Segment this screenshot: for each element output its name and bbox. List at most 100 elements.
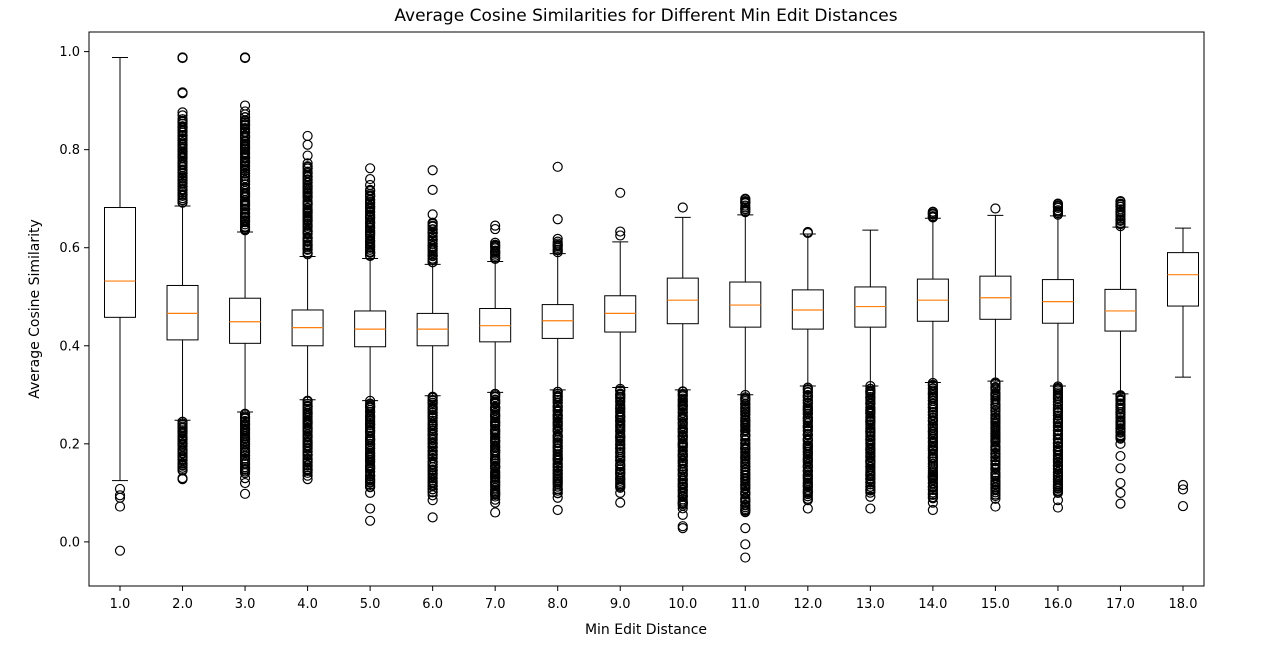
- y-tick-label: 1.0: [59, 45, 80, 60]
- outlier-point: [1052, 495, 1064, 506]
- outlier-point: [1177, 500, 1189, 512]
- outlier-cluster-low: [177, 457, 188, 469]
- outlier-point: [239, 488, 251, 499]
- outlier-point: [239, 477, 251, 489]
- outlier-point: [552, 504, 563, 516]
- x-tick-label: 6.0: [422, 597, 443, 612]
- box-2-0: [166, 52, 199, 485]
- outlier-point: [677, 521, 688, 532]
- outlier-point: [615, 226, 626, 237]
- box-18-0: [1167, 227, 1199, 512]
- outlier-point: [114, 490, 126, 501]
- x-tick-label: 15.0: [981, 597, 1010, 612]
- outlier-point: [990, 501, 1001, 512]
- x-tick-label: 7.0: [485, 597, 506, 612]
- outlier-point: [302, 150, 313, 161]
- outlier-point: [1115, 438, 1126, 449]
- outlier-point: [239, 100, 251, 111]
- outlier-point: [990, 493, 1001, 504]
- chart-title: Average Cosine Similarities for Differen…: [394, 6, 897, 26]
- x-tick-label: 10.0: [668, 597, 697, 612]
- outlier-point: [740, 552, 751, 563]
- x-tick-label: 18.0: [1169, 597, 1198, 612]
- x-tick-label: 3.0: [235, 597, 256, 612]
- outlier-point: [114, 501, 126, 512]
- outlier-point: [239, 106, 251, 117]
- outlier-point: [490, 497, 501, 508]
- outlier-point: [1115, 498, 1126, 509]
- outlier-point: [239, 52, 251, 64]
- y-tick-label: 0.0: [59, 535, 80, 550]
- outlier-point: [1052, 502, 1064, 513]
- box-7-0: [479, 220, 512, 518]
- outlier-point: [365, 163, 376, 174]
- outlier-cluster-low: [927, 448, 938, 459]
- box-3-0: [229, 52, 262, 499]
- outlier-point: [365, 173, 376, 185]
- iqr-box: [104, 207, 136, 318]
- outlier-cluster-high: [239, 112, 251, 123]
- outlier-cluster-low: [302, 453, 313, 464]
- box-8-0: [541, 161, 574, 516]
- outlier-cluster-low: [427, 415, 438, 426]
- outlier-cluster-low: [490, 440, 501, 451]
- box-14-0: [916, 206, 949, 516]
- outlier-cluster-low: [1052, 444, 1064, 455]
- y-axis: 0.0 0.2 0.4 0.6 0.8 1.0: [59, 45, 89, 550]
- x-tick-label: 12.0: [793, 597, 822, 612]
- outlier-cluster-high: [552, 236, 563, 247]
- outlier-point: [1177, 479, 1189, 491]
- outlier-point: [302, 139, 313, 150]
- outlier-point: [365, 515, 376, 526]
- outlier-cluster-low: [1052, 433, 1064, 444]
- outlier-point: [1177, 484, 1189, 495]
- outlier-cluster-low: [740, 486, 751, 497]
- outlier-cluster-low: [1115, 415, 1126, 426]
- y-tick-label: 0.6: [59, 241, 80, 256]
- outlier-cluster-low: [740, 499, 751, 510]
- plot-frame: [88, 31, 1205, 587]
- outlier-cluster-low: [990, 475, 1001, 486]
- y-tick-label: 0.4: [59, 339, 80, 354]
- outlier-cluster-high: [427, 238, 438, 249]
- outlier-point: [490, 507, 501, 518]
- x-tick-label: 16.0: [1043, 597, 1072, 612]
- outlier-point: [1115, 450, 1126, 462]
- y-tick-label: 0.2: [59, 437, 80, 452]
- x-tick-label: 4.0: [297, 597, 318, 612]
- outlier-point: [1115, 463, 1126, 474]
- outlier-cluster-high: [427, 224, 438, 235]
- box-13-0: [854, 229, 887, 514]
- iqr-box: [229, 297, 262, 344]
- outlier-cluster-low: [239, 453, 251, 464]
- box-10-0: [666, 202, 699, 534]
- outlier-point: [1052, 200, 1064, 212]
- iqr-box: [1104, 288, 1137, 332]
- outlier-cluster-high: [302, 161, 313, 172]
- outlier-point: [865, 491, 876, 502]
- outlier-cluster-low: [552, 465, 563, 476]
- outlier-cluster-low: [427, 456, 438, 467]
- x-tick-label: 17.0: [1106, 597, 1135, 612]
- outlier-point: [740, 539, 751, 550]
- outlier-point: [615, 497, 626, 508]
- x-axis: 1.0 2.0 3.0 4.0 5.0 6.0 7.0 8.0 9.0 10.0 11.0 12.0 1…: [110, 586, 1198, 612]
- y-tick-label: 0.8: [59, 143, 80, 158]
- x-tick-label: 1.0: [110, 597, 131, 612]
- outlier-cluster-low: [802, 411, 813, 423]
- iqr-box: [666, 277, 699, 325]
- outlier-point: [177, 114, 188, 125]
- outlier-point: [427, 490, 438, 501]
- outlier-point: [427, 209, 438, 220]
- x-tick-label: 13.0: [856, 597, 885, 612]
- outlier-point: [677, 523, 688, 534]
- outlier-point: [239, 473, 251, 484]
- outlier-cluster-low: [865, 392, 876, 403]
- outlier-cluster-low: [740, 464, 751, 475]
- outlier-point: [1115, 198, 1126, 209]
- outlier-point: [615, 487, 626, 498]
- outlier-point: [552, 492, 563, 503]
- outlier-cluster-low: [990, 454, 1001, 465]
- outlier-cluster-low: [302, 422, 313, 433]
- outlier-point: [802, 503, 813, 514]
